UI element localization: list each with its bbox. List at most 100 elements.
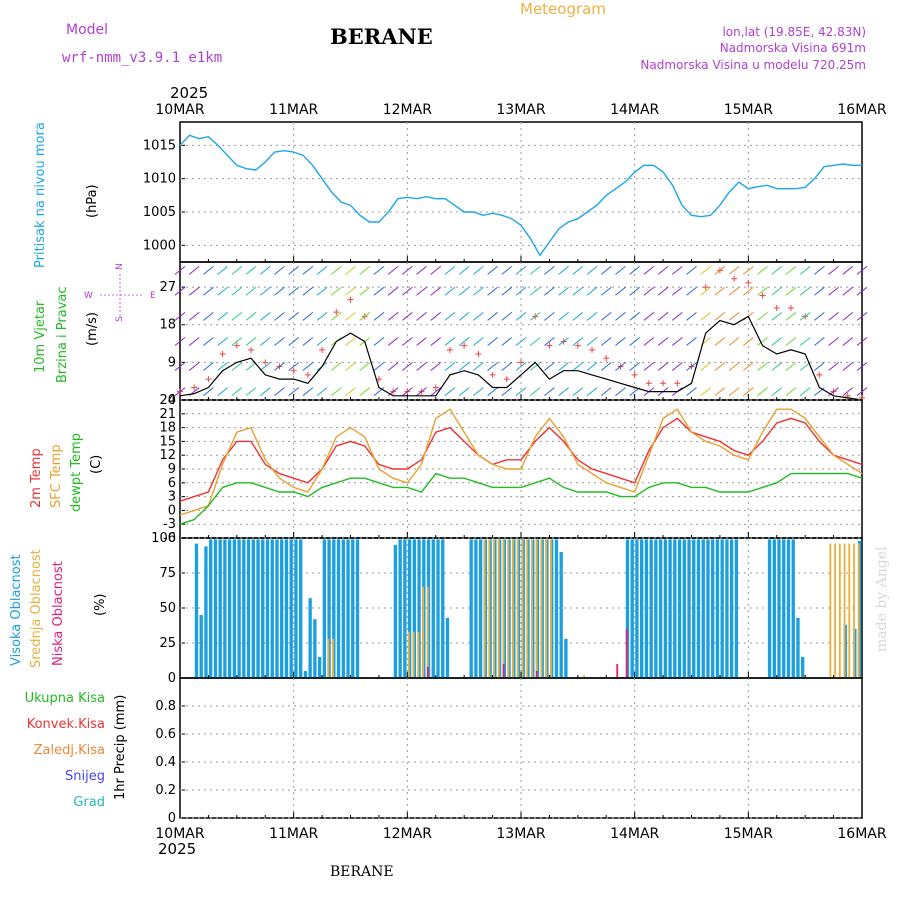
wind-barb [174, 286, 186, 296]
cloud-bar-1 [829, 543, 832, 678]
precip-unit: 1hr Precip (mm) [113, 695, 128, 800]
wind-barb [728, 387, 740, 397]
wind-barb [586, 362, 598, 371]
temp-ytick-label: 3 [168, 490, 176, 505]
wind-barb [586, 387, 598, 397]
cloud-ytick-label: 100 [151, 531, 176, 546]
cloud-bar-0 [767, 539, 772, 678]
wind-barb [203, 286, 214, 296]
wind-barb [544, 311, 555, 321]
cloud-bar-0 [696, 539, 701, 678]
time-tick-bottom: 11MAR [269, 826, 318, 842]
cloud-bar-1 [550, 539, 552, 678]
cloud-bar-0 [663, 539, 668, 678]
wind-barb [743, 387, 754, 397]
wind-barb [700, 286, 712, 296]
panels-group: 1000100510101015091827-6-303691215182124… [143, 121, 868, 826]
wind-barb [259, 362, 271, 371]
cloud-bar-0 [673, 539, 677, 678]
cloud-bar-0 [441, 539, 445, 678]
wind-barb [373, 337, 385, 346]
cloud-bar-2 [625, 629, 628, 678]
wind-barb [288, 311, 299, 321]
wind-barb [174, 337, 186, 346]
wind-barb [402, 337, 413, 346]
precip-ytick-label: 0.2 [155, 783, 176, 798]
wind-barb [814, 286, 825, 296]
wind-barb [316, 286, 328, 296]
footer-station: BERANE [330, 864, 394, 880]
cloud-ytick-label: 75 [159, 566, 176, 581]
cloud-bar-0 [265, 539, 270, 678]
wind-barb [529, 311, 541, 321]
wind-barb [743, 286, 754, 296]
cloud-bar-2 [535, 671, 538, 678]
cloud-bar-0 [786, 539, 791, 678]
cloud-label-mid: Srednja Oblacnost [29, 549, 44, 668]
wind-barb [345, 311, 356, 321]
wind-barb [288, 362, 299, 371]
wind-barb [359, 311, 371, 321]
wind-barb [231, 362, 243, 371]
wind-barb [671, 265, 683, 275]
cloud-bar-0 [725, 539, 729, 678]
cloud-bar-1 [497, 539, 500, 678]
cloud-bar-1 [583, 675, 586, 678]
cloud-bar-1 [843, 543, 846, 678]
cloud-bar-0 [313, 619, 317, 678]
wind-barb [416, 286, 427, 296]
wind-barb [828, 265, 839, 275]
cloud-bar-0 [346, 539, 350, 678]
wind-barb [529, 362, 541, 371]
wind-barb [501, 362, 513, 371]
time-tick-bottom: 15MAR [724, 826, 773, 842]
time-tick-bottom: 14MAR [610, 826, 659, 842]
wind-barb [714, 362, 726, 371]
wind-barb [629, 337, 640, 346]
wind-barb [714, 286, 726, 296]
wind-barb [671, 337, 683, 346]
wind-barb [274, 311, 285, 321]
wind-barb [174, 265, 186, 275]
cloud-bar-2 [502, 664, 505, 678]
wind-barb [643, 286, 655, 296]
wind-barb [487, 362, 498, 371]
wind-gust-marker [574, 342, 581, 349]
wind-barb [572, 337, 584, 346]
wind-barb [828, 337, 839, 346]
pressure-ytick-label: 1005 [143, 205, 176, 220]
wind-barb [345, 337, 356, 346]
wind-barb [473, 311, 484, 321]
wind-barb [302, 387, 314, 397]
wind-gust-marker [546, 342, 553, 349]
wind-barb [785, 387, 797, 397]
wind-gust-marker [589, 346, 596, 353]
wind-barb [856, 311, 868, 321]
wind-barb [302, 311, 314, 321]
cloud-bar-0 [275, 539, 279, 678]
wind-barb [359, 265, 371, 275]
wind-barb [771, 286, 783, 296]
cloud-bar-0 [341, 539, 345, 678]
cloud-bar-0 [398, 539, 402, 678]
temp-ytick-label: 9 [168, 462, 176, 477]
wind-barb [245, 265, 257, 275]
wind-barb [700, 362, 712, 371]
cloud-bar-0 [299, 539, 303, 678]
wind-gust-marker [518, 359, 524, 366]
wind-barb [217, 337, 228, 346]
wind-barb [572, 362, 584, 371]
cloud-bar-0 [232, 539, 237, 678]
wind-barb [345, 265, 356, 275]
cloud-bar-0 [701, 539, 705, 678]
cloud-bar-0 [630, 539, 634, 678]
cloud-bar-1 [545, 539, 548, 678]
wind-barb [799, 337, 811, 346]
wind-barb [799, 265, 811, 275]
cloud-bar-0 [436, 539, 440, 678]
model-label: Model [66, 22, 108, 38]
wind-gust-marker [319, 346, 326, 353]
wind-barb [728, 362, 740, 371]
wind-barb [743, 337, 754, 346]
